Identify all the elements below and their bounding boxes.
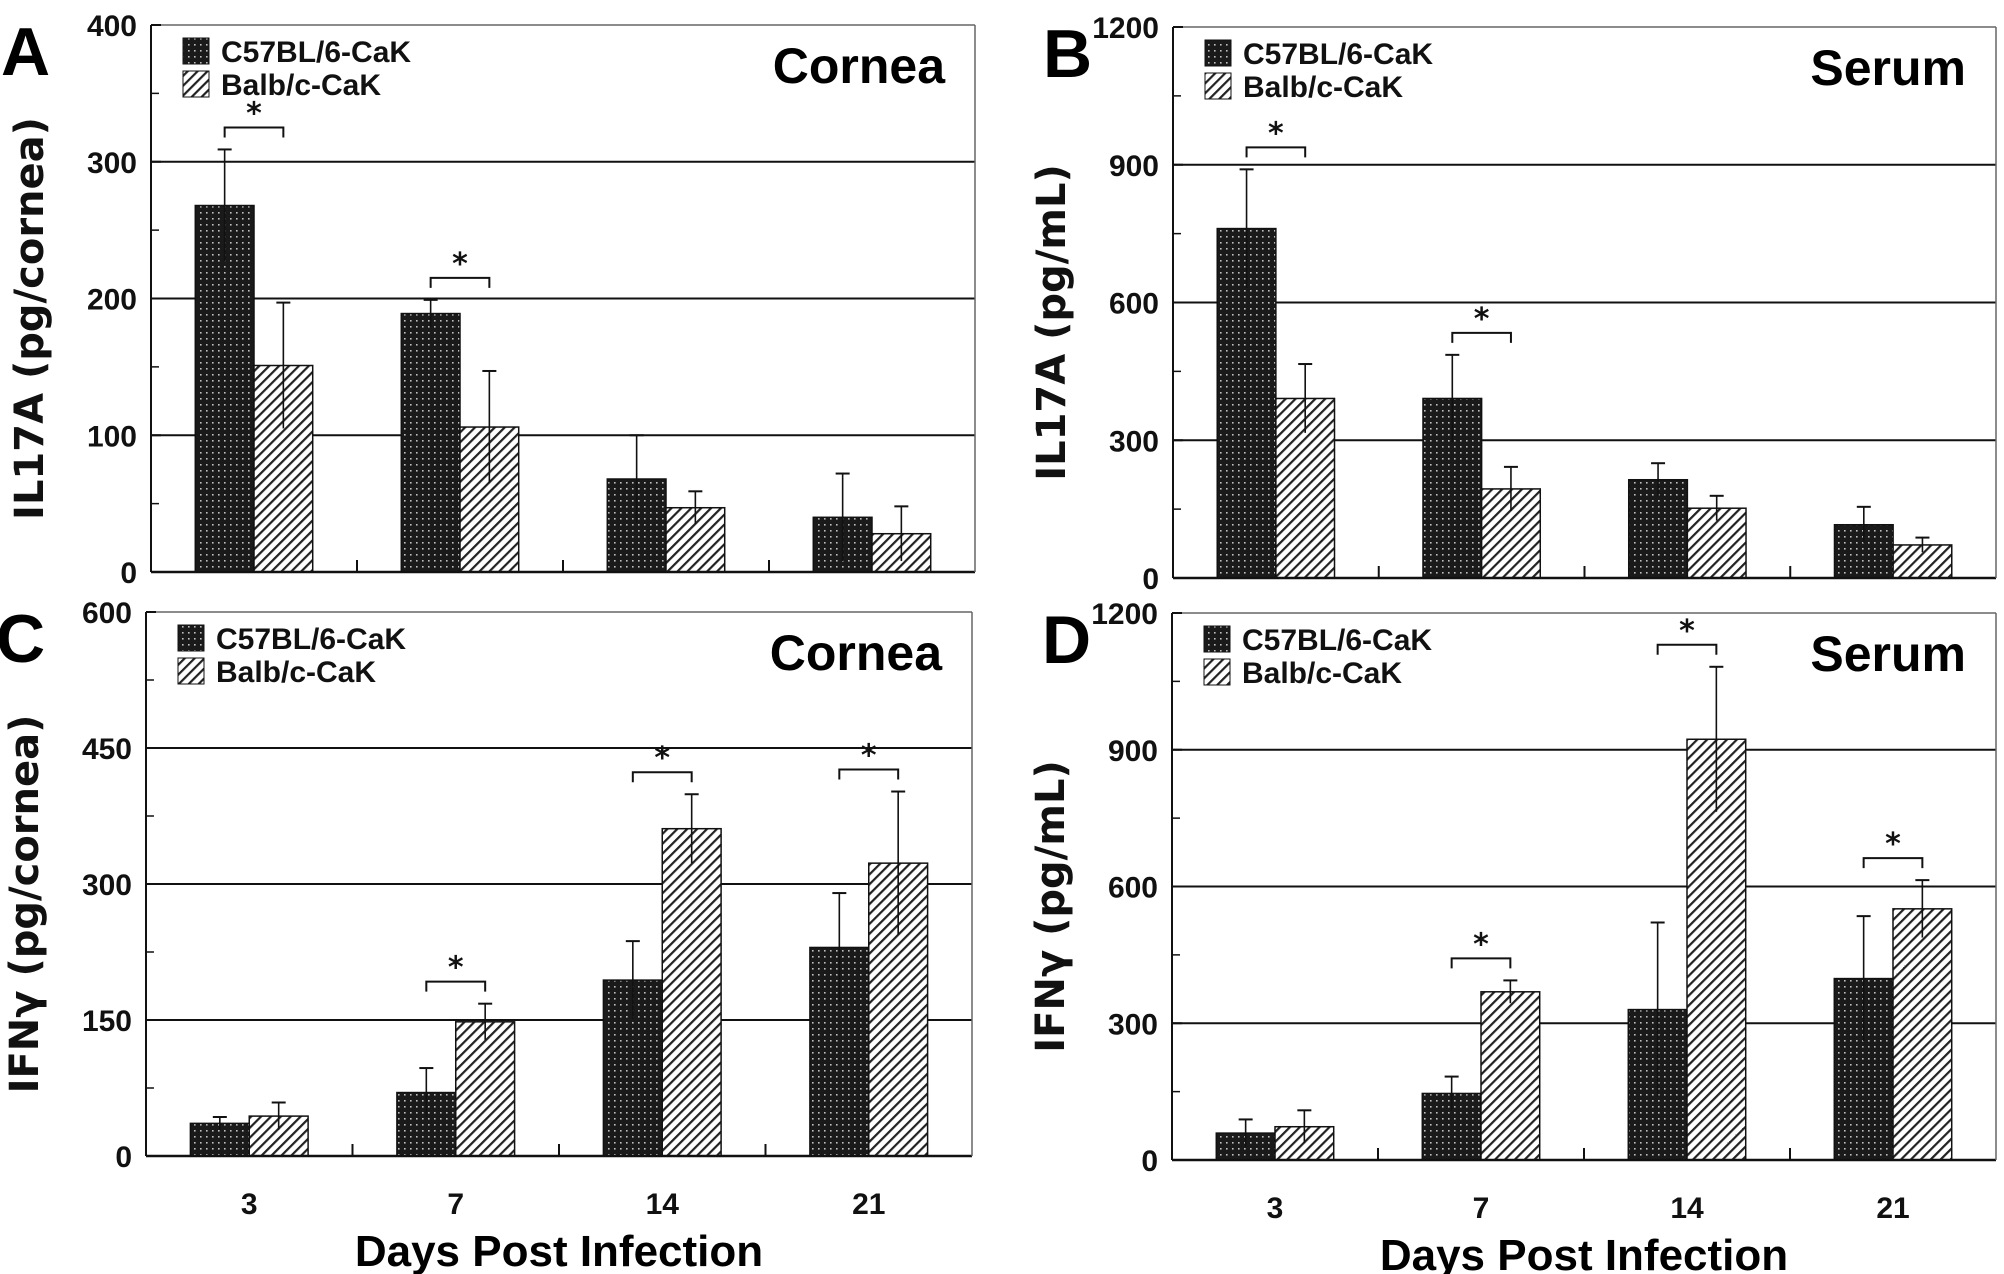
significance-star: * bbox=[452, 247, 468, 282]
x-category-label: 3 bbox=[241, 1188, 258, 1221]
panel-letter: C bbox=[0, 601, 45, 677]
bar-c57-day-3 bbox=[194, 204, 255, 573]
significance-star: * bbox=[1473, 927, 1489, 962]
x-category-label: 21 bbox=[1876, 1192, 1909, 1225]
y-tick-label: 600 bbox=[1108, 872, 1158, 905]
panel-a: A IL17A (pg/cornea) Cornea C57BL/6-CaK B… bbox=[1, 10, 976, 590]
legend-swatch-c57 bbox=[1204, 39, 1232, 67]
significance-bracket bbox=[1862, 857, 1924, 869]
legend-label-c57: C57BL/6-CaK bbox=[221, 36, 411, 69]
legend-label-c57: C57BL/6-CaK bbox=[216, 623, 406, 656]
y-tick-label: 200 bbox=[87, 284, 137, 317]
panel-title: Cornea bbox=[773, 38, 946, 94]
panel-letter: D bbox=[1042, 602, 1091, 678]
y-axis-label: IL17A (pg/cornea) bbox=[7, 117, 53, 520]
legend-swatch-balb bbox=[177, 657, 205, 685]
legend-label-c57: C57BL/6-CaK bbox=[1243, 38, 1433, 71]
y-axis-label: IL17A (pg/mL) bbox=[1029, 164, 1075, 481]
y-tick-label: 0 bbox=[115, 1141, 132, 1174]
panel-c: C IFNγ (pg/cornea) Cornea C57BL/6-CaK Ba… bbox=[0, 597, 973, 1274]
significance-bracket bbox=[1451, 331, 1512, 343]
legend-swatch-balb bbox=[1203, 658, 1231, 686]
significance-star: * bbox=[654, 741, 670, 776]
panel-letter: B bbox=[1043, 16, 1092, 92]
bar-balb-day-14 bbox=[661, 827, 722, 1157]
significance-star: * bbox=[448, 951, 464, 986]
x-axis-label: Days Post Infection bbox=[1380, 1231, 1788, 1274]
significance-bracket bbox=[631, 771, 693, 783]
significance-bracket bbox=[838, 768, 900, 780]
significance-star: * bbox=[1268, 116, 1284, 151]
significance-bracket bbox=[1450, 957, 1512, 969]
y-axis-label: IFNγ (pg/cornea) bbox=[2, 715, 48, 1094]
legend-label-balb: Balb/c-CaK bbox=[221, 69, 381, 102]
y-tick-label: 1200 bbox=[1092, 12, 1159, 45]
panel-letter: A bbox=[1, 14, 50, 90]
legend-label-balb: Balb/c-CaK bbox=[216, 656, 376, 689]
panel-b: B IL17A (pg/mL) Serum C57BL/6-CaK Balb/c… bbox=[1029, 12, 1997, 596]
y-tick-label: 400 bbox=[87, 10, 137, 43]
significance-star: * bbox=[1474, 302, 1490, 337]
legend-swatch-c57 bbox=[182, 37, 210, 65]
legend-swatch-c57 bbox=[1203, 625, 1231, 653]
x-category-label: 14 bbox=[1670, 1192, 1704, 1225]
y-tick-label: 150 bbox=[82, 1005, 132, 1038]
x-category-label: 7 bbox=[1473, 1192, 1490, 1225]
y-tick-label: 300 bbox=[82, 869, 132, 902]
panel-d: D IFNγ (pg/mL) Serum C57BL/6-CaK Balb/c-… bbox=[1028, 598, 1997, 1274]
y-tick-label: 1200 bbox=[1091, 598, 1158, 631]
bar-balb-day-21 bbox=[1892, 908, 1953, 1161]
y-tick-label: 600 bbox=[1109, 288, 1159, 321]
y-tick-label: 300 bbox=[1109, 425, 1159, 458]
y-tick-label: 300 bbox=[1108, 1008, 1158, 1041]
legend-label-c57: C57BL/6-CaK bbox=[1242, 624, 1432, 657]
significance-star: * bbox=[246, 96, 262, 131]
x-axis-label: Days Post Infection bbox=[355, 1227, 763, 1274]
bar-c57-day-7 bbox=[400, 312, 461, 573]
significance-bracket bbox=[1656, 643, 1718, 655]
significance-bracket bbox=[1245, 146, 1307, 158]
legend-swatch-balb bbox=[182, 70, 210, 98]
legend-swatch-c57 bbox=[177, 624, 205, 652]
y-axis-label: IFNγ (pg/mL) bbox=[1028, 760, 1074, 1052]
legend-label-balb: Balb/c-CaK bbox=[1243, 71, 1403, 104]
significance-star: * bbox=[1885, 827, 1901, 862]
significance-bracket bbox=[223, 126, 285, 138]
legend-swatch-balb bbox=[1204, 72, 1232, 100]
y-tick-label: 0 bbox=[1142, 563, 1159, 596]
y-tick-label: 0 bbox=[1141, 1145, 1158, 1178]
y-tick-label: 450 bbox=[82, 733, 132, 766]
significance-bracket bbox=[425, 980, 487, 992]
legend-label-balb: Balb/c-CaK bbox=[1242, 657, 1402, 690]
panel-title: Serum bbox=[1810, 40, 1966, 96]
bar-balb-day-7 bbox=[455, 1021, 516, 1157]
y-tick-label: 100 bbox=[87, 420, 137, 453]
y-tick-label: 600 bbox=[82, 597, 132, 630]
x-category-label: 3 bbox=[1267, 1192, 1284, 1225]
y-tick-label: 900 bbox=[1109, 150, 1159, 183]
y-tick-label: 0 bbox=[120, 557, 137, 590]
significance-star: * bbox=[1679, 614, 1695, 649]
panel-title: Cornea bbox=[770, 625, 943, 681]
x-category-label: 7 bbox=[447, 1188, 464, 1221]
panel-title: Serum bbox=[1810, 626, 1966, 682]
bar-balb-day-7 bbox=[1480, 991, 1541, 1161]
x-category-label: 14 bbox=[646, 1188, 680, 1221]
y-tick-label: 300 bbox=[87, 147, 137, 180]
significance-bracket bbox=[429, 276, 491, 288]
significance-star: * bbox=[861, 739, 877, 774]
x-category-label: 21 bbox=[852, 1188, 885, 1221]
y-tick-label: 900 bbox=[1108, 735, 1158, 768]
